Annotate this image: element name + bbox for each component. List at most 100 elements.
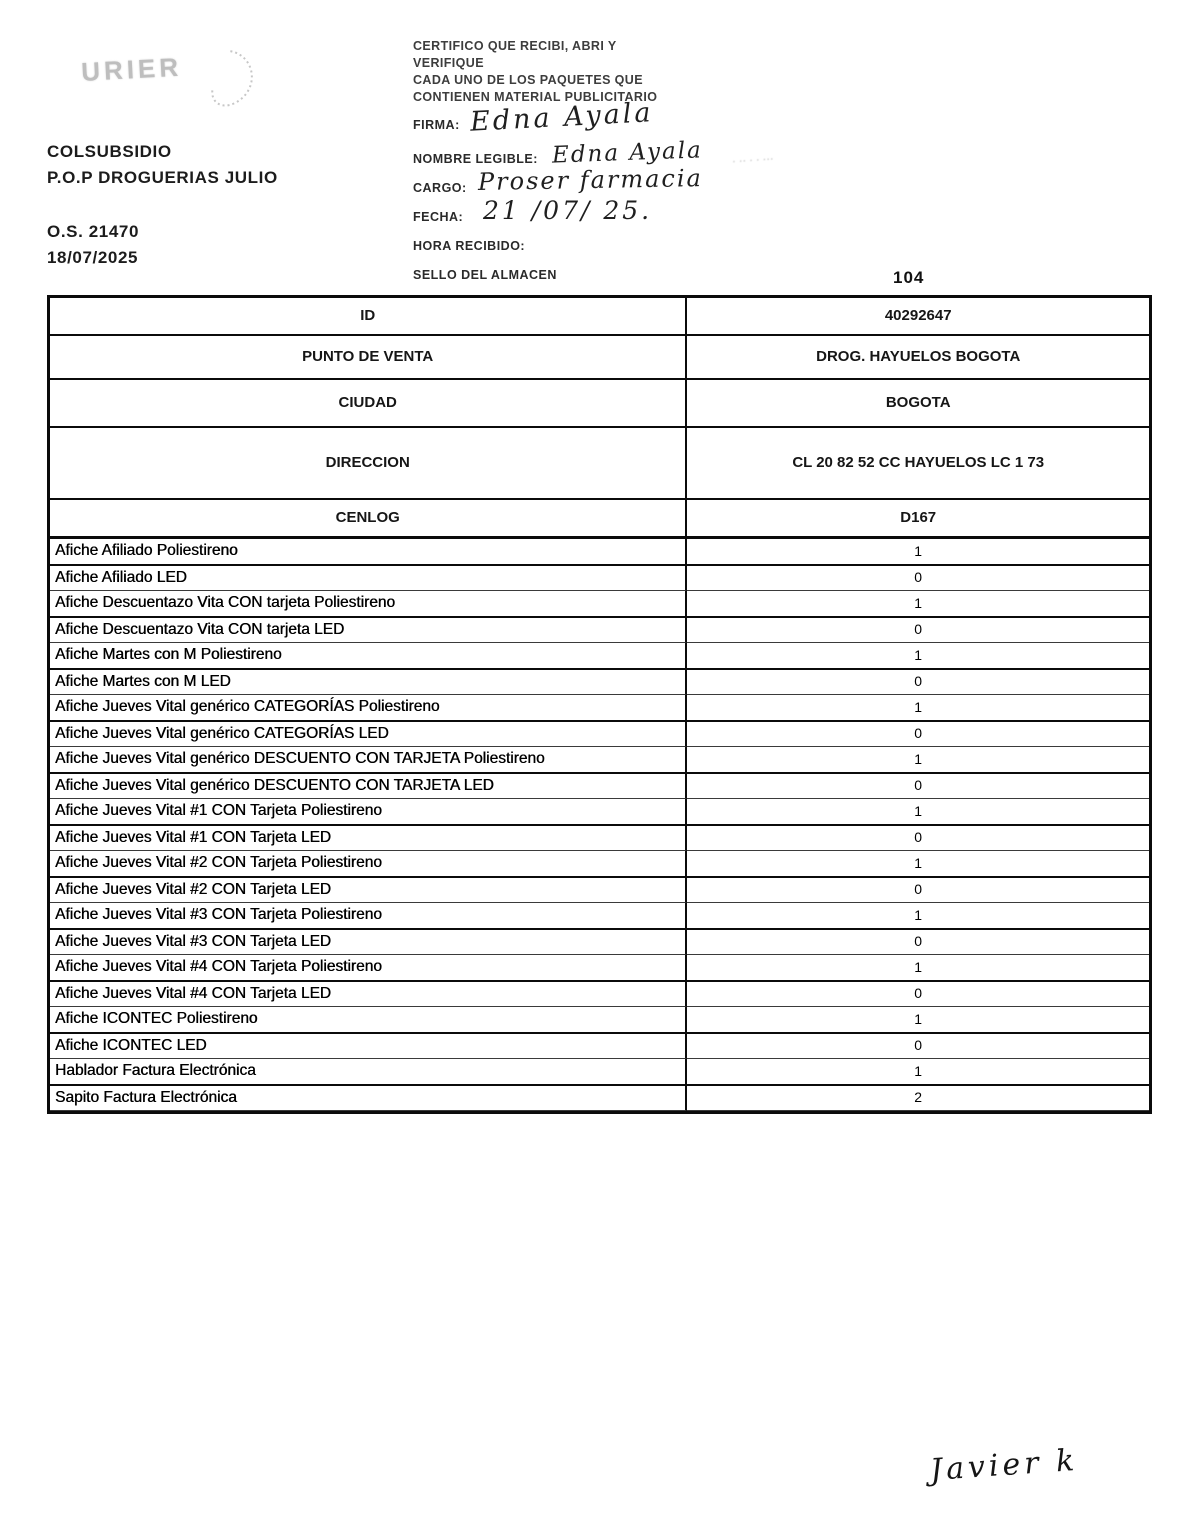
table-row: Afiche Jueves Vital #4 CON Tarjeta Polie…: [50, 955, 1149, 982]
table-row: Afiche Jueves Vital genérico DESCUENTO C…: [50, 773, 1149, 799]
table-row: Afiche Descuentazo Vita CON tarjeta LED …: [50, 617, 1149, 643]
info-label: CENLOG: [50, 500, 688, 539]
item-name: Afiche Descuentazo Vita CON tarjeta Poli…: [50, 591, 688, 618]
item-quantity: 1: [687, 851, 1149, 878]
certification-line: CERTIFICO QUE RECIBI, ABRI Y: [413, 39, 617, 53]
order-date: 18/07/2025: [47, 248, 139, 267]
item-name: Hablador Factura Electrónica: [50, 1059, 688, 1086]
item-name: Afiche Jueves Vital #1 CON Tarjeta LED: [50, 825, 688, 851]
item-quantity: 0: [687, 670, 1149, 695]
item-quantity: 0: [687, 826, 1149, 851]
item-name: Afiche Jueves Vital genérico DESCUENTO C…: [50, 773, 688, 799]
item-quantity: 2: [687, 1086, 1149, 1111]
sello-almacen-label: SELLO DEL ALMACEN: [413, 268, 557, 282]
delivery-items-table: ID 40292647 PUNTO DE VENTA DROG. HAYUELO…: [47, 295, 1152, 1114]
item-quantity: 1: [687, 643, 1149, 670]
table-row: Afiche Jueves Vital #1 CON Tarjeta LED 0: [50, 825, 1149, 851]
item-quantity: 0: [687, 982, 1149, 1007]
item-quantity: 0: [687, 1034, 1149, 1059]
item-quantity: 0: [687, 722, 1149, 747]
item-quantity: 0: [687, 774, 1149, 799]
item-name: Afiche Descuentazo Vita CON tarjeta LED: [50, 617, 688, 643]
item-name: Afiche ICONTEC Poliestireno: [50, 1007, 688, 1034]
table-row: Afiche Afiliado LED 0: [50, 565, 1149, 591]
item-quantity: 1: [687, 903, 1149, 930]
page-number: 104: [893, 268, 925, 287]
info-value: 40292647: [687, 298, 1149, 336]
fecha-label: FECHA:: [413, 210, 464, 224]
table-row: Afiche Martes con M LED 0: [50, 669, 1149, 695]
nombre-legible-label: NOMBRE LEGIBLE:: [413, 152, 538, 166]
table-row: Afiche Jueves Vital genérico DESCUENTO C…: [50, 747, 1149, 774]
info-label: PUNTO DE VENTA: [50, 336, 688, 380]
courier-logo-text: URIER: [80, 51, 183, 87]
item-name: Afiche Jueves Vital #3 CON Tarjeta Polie…: [50, 903, 688, 930]
table-info-row: CENLOG D167: [50, 500, 1149, 539]
scan-noise: · ·· · · ···: [731, 152, 775, 168]
item-name: Afiche Jueves Vital #4 CON Tarjeta Polie…: [50, 955, 688, 982]
item-name: Afiche Jueves Vital #4 CON Tarjeta LED: [50, 981, 688, 1007]
cargo-label: CARGO:: [413, 181, 467, 195]
cargo-handwriting: Proser farmacia: [477, 164, 704, 196]
item-quantity: 1: [687, 955, 1149, 982]
table-row: Afiche ICONTEC LED 0: [50, 1033, 1149, 1059]
item-name: Afiche Martes con M LED: [50, 669, 688, 695]
item-name: Afiche Jueves Vital genérico CATEGORÍAS …: [50, 721, 688, 747]
item-quantity: 1: [687, 799, 1149, 826]
info-value: BOGOTA: [687, 380, 1149, 428]
item-quantity: 1: [687, 1059, 1149, 1086]
certification-line: CONTIENEN MATERIAL PUBLICITARIO: [413, 90, 658, 104]
bottom-signature-handwriting: Javier k: [928, 1442, 1080, 1489]
info-label: DIRECCION: [50, 428, 688, 500]
certification-line: CADA UNO DE LOS PAQUETES QUE: [413, 73, 643, 87]
table-row: Afiche Jueves Vital #2 CON Tarjeta LED 0: [50, 877, 1149, 903]
table-row: Afiche Jueves Vital #3 CON Tarjeta LED 0: [50, 929, 1149, 955]
fecha-handwriting: 21 /07/ 25.: [483, 196, 653, 225]
campaign-title: P.O.P DROGUERIAS JULIO: [47, 168, 278, 187]
item-name: Afiche Jueves Vital #1 CON Tarjeta Polie…: [50, 799, 688, 826]
item-quantity: 1: [687, 747, 1149, 774]
courier-logo: URIER: [80, 47, 273, 121]
item-quantity: 0: [687, 566, 1149, 591]
item-quantity: 0: [687, 618, 1149, 643]
table-row: Sapito Factura Electrónica 2: [50, 1085, 1149, 1111]
firma-label: FIRMA:: [413, 118, 460, 132]
item-name: Afiche Martes con M Poliestireno: [50, 643, 688, 670]
table-row: Afiche Jueves Vital genérico CATEGORÍAS …: [50, 695, 1149, 722]
item-name: Afiche Jueves Vital #2 CON Tarjeta LED: [50, 877, 688, 903]
item-quantity: 0: [687, 878, 1149, 903]
table-row: Afiche Jueves Vital #3 CON Tarjeta Polie…: [50, 903, 1149, 930]
order-number: O.S. 21470: [47, 222, 140, 241]
table-info-row: PUNTO DE VENTA DROG. HAYUELOS BOGOTA: [50, 336, 1149, 380]
certification-text: CERTIFICO QUE RECIBI, ABRI Y VERIFIQUE C…: [413, 38, 743, 106]
item-quantity: 1: [687, 695, 1149, 722]
item-quantity: 1: [687, 1007, 1149, 1034]
item-name: Sapito Factura Electrónica: [50, 1085, 688, 1111]
item-name: Afiche Jueves Vital genérico DESCUENTO C…: [50, 747, 688, 774]
table-row: Afiche ICONTEC Poliestireno 1: [50, 1007, 1149, 1034]
table-info-row: CIUDAD BOGOTA: [50, 380, 1149, 428]
info-value: CL 20 82 52 CC HAYUELOS LC 1 73: [687, 428, 1149, 500]
table-row: Afiche Jueves Vital #1 CON Tarjeta Polie…: [50, 799, 1149, 826]
item-name: Afiche Jueves Vital #3 CON Tarjeta LED: [50, 929, 688, 955]
info-label: CIUDAD: [50, 380, 688, 428]
table-row: Afiche Jueves Vital genérico CATEGORÍAS …: [50, 721, 1149, 747]
table-info-row: ID 40292647: [50, 298, 1149, 336]
item-quantity: 1: [687, 539, 1149, 566]
item-name: Afiche ICONTEC LED: [50, 1033, 688, 1059]
info-label: ID: [50, 298, 688, 336]
table-row: Hablador Factura Electrónica 1: [50, 1059, 1149, 1086]
info-value: D167: [687, 500, 1149, 539]
certification-line: VERIFIQUE: [413, 56, 484, 70]
table-row: Afiche Jueves Vital #4 CON Tarjeta LED 0: [50, 981, 1149, 1007]
item-name: Afiche Jueves Vital #2 CON Tarjeta Polie…: [50, 851, 688, 878]
item-quantity: 1: [687, 591, 1149, 618]
table-row: Afiche Jueves Vital #2 CON Tarjeta Polie…: [50, 851, 1149, 878]
table-row: Afiche Descuentazo Vita CON tarjeta Poli…: [50, 591, 1149, 618]
item-quantity: 0: [687, 930, 1149, 955]
item-name: Afiche Afiliado Poliestireno: [50, 539, 688, 566]
courier-logo-swoosh: [211, 50, 253, 107]
table-row: Afiche Afiliado Poliestireno 1: [50, 539, 1149, 566]
table-info-row: DIRECCION CL 20 82 52 CC HAYUELOS LC 1 7…: [50, 428, 1149, 500]
